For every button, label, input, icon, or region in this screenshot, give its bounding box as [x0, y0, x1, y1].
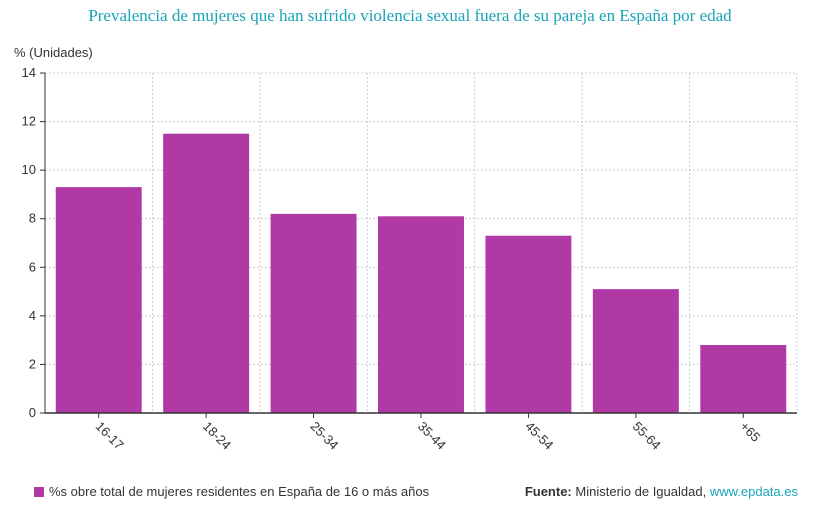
source-text: Ministerio de Igualdad,	[575, 484, 707, 499]
x-tick-label: 35-44	[415, 419, 449, 453]
y-tick-label: 4	[29, 308, 36, 323]
x-tick-label: 25-34	[307, 419, 341, 453]
legend-swatch	[34, 486, 44, 497]
y-tick-label: 12	[22, 114, 36, 129]
bar	[270, 213, 357, 413]
bar	[485, 235, 572, 413]
source-link[interactable]: www.epdata.es	[709, 484, 798, 499]
bar	[592, 289, 679, 413]
y-tick-label: 8	[29, 211, 36, 226]
x-tick-label: 45-54	[522, 419, 556, 453]
chart-title: Prevalencia de mujeres que han sufrido v…	[88, 6, 732, 25]
y-tick-label: 6	[29, 259, 36, 274]
source-note: Fuente: Ministerio de Igualdad, www.epda…	[525, 484, 798, 499]
y-tick-label: 2	[29, 356, 36, 371]
y-tick-label: 14	[22, 65, 36, 80]
bar	[378, 216, 464, 413]
bar	[163, 133, 250, 413]
y-tick-label: 10	[22, 162, 36, 177]
source-label: Fuente:	[524, 484, 572, 499]
y-axis-label: % (Unidades)	[14, 45, 93, 60]
y-tick-label: 0	[29, 405, 36, 420]
legend-label: %s obre total de mujeres residentes en E…	[49, 484, 430, 499]
x-tick-label: 18-24	[200, 419, 234, 453]
x-tick-label: +65	[737, 419, 763, 445]
bar-chart: 0 2 4 6 8 10 12 14 16-17 18-24 25-34 35-44 45-54 55-6…	[22, 65, 798, 453]
bar	[700, 345, 787, 413]
bar	[55, 187, 142, 413]
legend: %s obre total de mujeres residentes en E…	[34, 484, 429, 499]
x-tick-label: 55-64	[630, 419, 664, 453]
x-tick-label: 16-17	[93, 419, 127, 453]
